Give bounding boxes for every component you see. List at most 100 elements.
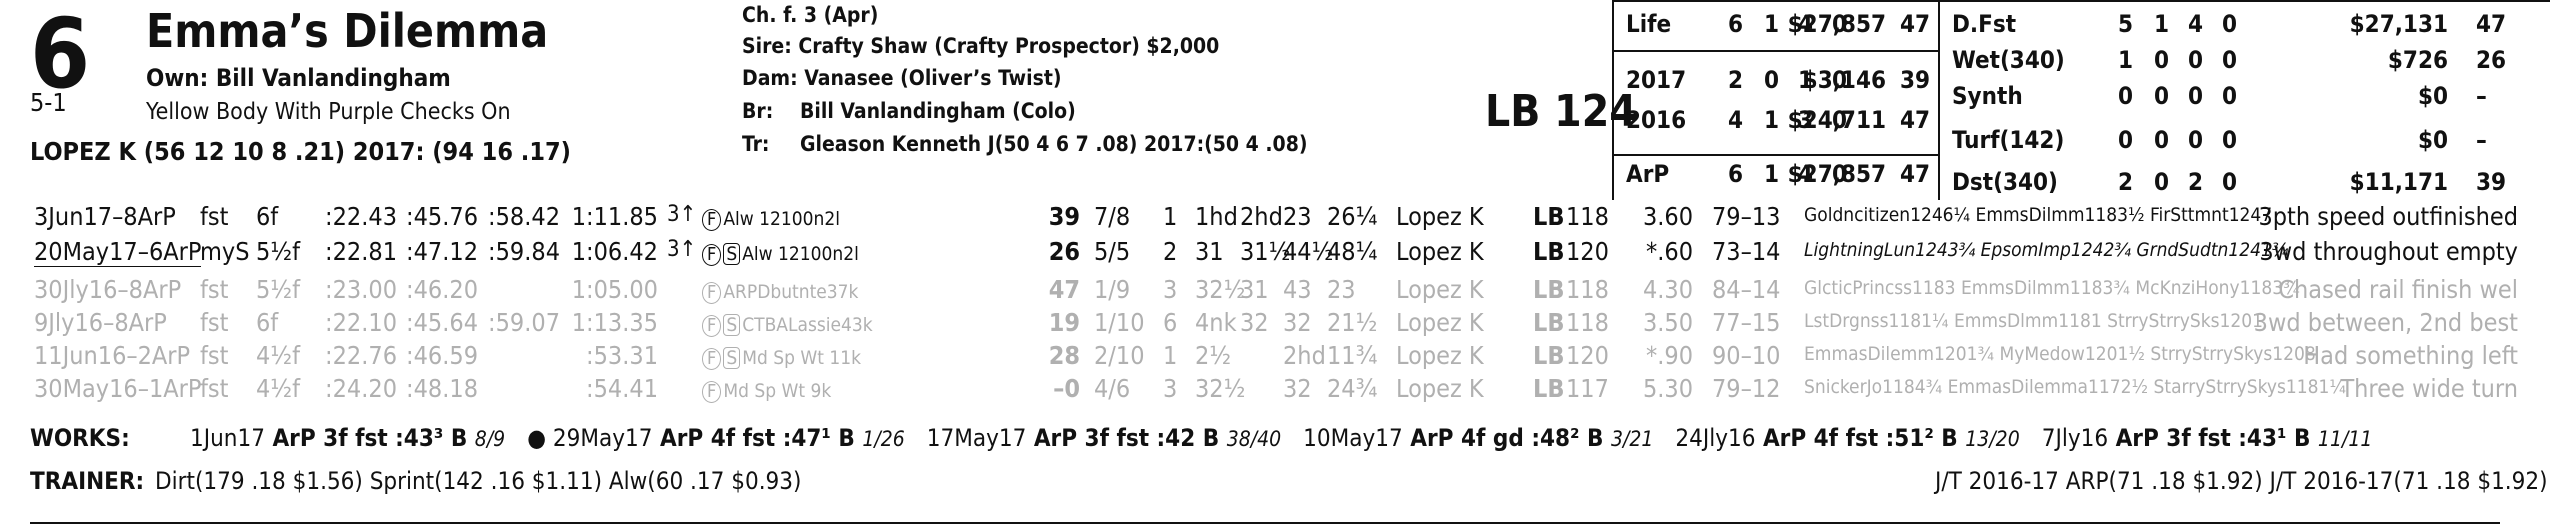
pp-weight: 118 — [1566, 275, 1609, 304]
pp-jockey: Lopez K — [1396, 341, 1484, 370]
pp-race-name: Md Sp Wt 9k — [723, 380, 832, 402]
pp-comment: Chased rail finish wel — [2278, 275, 2518, 304]
pp-post-position: 7/8 — [1094, 202, 1131, 231]
pp-weight: 118 — [1566, 308, 1609, 337]
work-rank: 1/26 — [862, 427, 905, 451]
pp-start-call: 1 — [1163, 341, 1178, 370]
pp-stretch-call: 44½ — [1283, 237, 1334, 266]
work-rank: 3/21 — [1610, 427, 1654, 451]
stat-earnings: $0 — [2417, 82, 2448, 110]
stat-shows: 0 — [1832, 66, 1848, 94]
stat-label: Synth — [1952, 82, 2023, 110]
pp-race-class: F S CTBALassie43k — [702, 308, 873, 337]
stat-starts: 6 — [1728, 160, 1744, 188]
stat-shows: 0 — [2222, 168, 2238, 196]
work-detail: 3f fst :43¹ B — [2166, 424, 2318, 452]
pp-surface: fst — [200, 341, 229, 370]
pp-company-line: Goldncitizen1246¼ EmmsDilmm1183½ FirSttm… — [1804, 204, 2273, 226]
trainer: Gleason Kenneth J(50 4 6 7 .08) 2017:(50… — [800, 132, 1308, 156]
pp-comment: 3wd between, 2nd best — [2253, 308, 2518, 337]
fillies-icon: F — [702, 315, 722, 337]
work-date: 10May17 — [1303, 424, 1403, 452]
stat-wins: 1 — [1764, 160, 1780, 188]
pp-race-class: F ARPDbutnte37k — [702, 275, 858, 304]
stat-wins: 1 — [2154, 10, 2170, 38]
pp-line: 30Jly16–8ArP fst 5½f:23.00:46.20 1:05.00 F AR… — [0, 275, 2550, 305]
stat-shows: 0 — [2222, 46, 2238, 74]
pp-figures: 90–10 — [1712, 341, 1781, 370]
pp-company-line: GlcticPrincss1183 EmmsDilmm1183¾ McKnziH… — [1804, 277, 2300, 299]
pp-second-call: 32 — [1240, 308, 1269, 337]
pp-first-call: 4nk — [1195, 308, 1237, 337]
pp-weight: 120 — [1566, 341, 1609, 370]
pp-fraction-1: :24.20 — [325, 374, 397, 403]
pp-final-time: :54.41 — [586, 374, 658, 403]
horse-name: Emma’s Dilemma — [146, 4, 549, 58]
pp-comment: Three wide turn — [2340, 374, 2518, 403]
pp-fraction-2: :46.20 — [406, 275, 478, 304]
pp-start-call: 1 — [1163, 202, 1178, 231]
pp-medication: LB — [1533, 374, 1565, 403]
pp-final-time: 1:13.35 — [571, 308, 658, 337]
pp-race-class: F S Md Sp Wt 11k — [702, 341, 861, 370]
pp-post-position: 1/10 — [1094, 308, 1145, 337]
pp-speed-figure: 19 — [1048, 308, 1080, 337]
pp-jockey: Lopez K — [1396, 202, 1484, 231]
pp-line: 20May17–6ArP myS 5½f:22.81:47.12:59.84 1:06… — [0, 237, 2550, 267]
pp-finish: 23 — [1327, 275, 1356, 304]
workout: 24Jly16 ArP 4f fst :51² B 13/20 — [1675, 424, 2019, 452]
pp-second-call: 31 — [1240, 275, 1269, 304]
stat-speed: 47 — [1900, 10, 1931, 38]
program-number: 6 — [30, 0, 91, 110]
pp-fraction-3: :59.84 — [488, 237, 560, 266]
pp-figures: 73–14 — [1712, 237, 1781, 266]
pp-fraction-2: :45.64 — [406, 308, 478, 337]
morning-line: 5-1 — [30, 88, 67, 117]
pp-first-call: 31 — [1195, 237, 1224, 266]
pp-distance: 5½f — [256, 237, 301, 266]
pp-fraction-2: :46.59 — [406, 341, 478, 370]
pp-fraction-1: :22.81 — [325, 237, 397, 266]
pp-odds: *.90 — [1646, 341, 1693, 370]
pp-line: 11Jun16–2ArP fst 4½f:22.76:46.59:53.31 F S Md… — [0, 341, 2550, 371]
pp-date: 11Jun16–2ArP — [34, 341, 191, 370]
pp-weight: 117 — [1566, 374, 1609, 403]
pp-race-name: CTBALassie43k — [742, 314, 873, 336]
pp-date: 9Jly16–8ArP — [34, 308, 167, 337]
pp-fraction-1: :22.10 — [325, 308, 397, 337]
work-detail: 4f gd :48² B — [1460, 424, 1611, 452]
stat-places: 4 — [1798, 160, 1814, 188]
work-date: 7Jly16 — [2041, 424, 2109, 452]
stat-wins: 0 — [2154, 126, 2170, 154]
stat-wins: 0 — [2154, 82, 2170, 110]
pp-age-restriction: 3↑ — [667, 202, 697, 227]
pp-first-call: 32½ — [1195, 275, 1246, 304]
pp-second-call: 2hd — [1240, 202, 1283, 231]
work-track: ArP — [1755, 424, 1814, 452]
stat-shows: 0 — [1832, 106, 1848, 134]
stat-places: 3 — [1798, 106, 1814, 134]
pp-company-line: LstDrgnss1181¼ EmmsDlmm1181 StrryStrrySk… — [1804, 310, 2264, 332]
work-rank: 8/9 — [474, 427, 506, 451]
pp-surface: fst — [200, 374, 229, 403]
pp-second-call: 31½ — [1240, 237, 1291, 266]
pp-speed-figure: 28 — [1048, 341, 1080, 370]
stat-starts: 1 — [2118, 46, 2134, 74]
pp-stretch-call: 23 — [1283, 202, 1312, 231]
pp-figures: 77–15 — [1712, 308, 1781, 337]
work-date: 24Jly16 — [1675, 424, 1756, 452]
stat-label: 2016 — [1626, 106, 1687, 134]
stat-starts: 6 — [1728, 10, 1744, 38]
silks: Yellow Body With Purple Checks On — [146, 99, 511, 125]
pp-start-call: 2 — [1163, 237, 1178, 266]
stat-earnings: $3,146 — [1802, 66, 1886, 94]
pp-jockey: Lopez K — [1396, 374, 1484, 403]
pp-company-line: EmmasDilemm1201¾ MyMedow1201½ StrryStrry… — [1804, 343, 2316, 365]
pp-post-position: 4/6 — [1094, 374, 1131, 403]
pp-race-class: F S Alw 12100n2l — [702, 237, 859, 266]
stat-places: 0 — [2188, 82, 2204, 110]
pp-date: 3Jun17–8ArP — [34, 202, 176, 231]
stat-wins: 0 — [1764, 66, 1780, 94]
stat-speed: 39 — [1900, 66, 1931, 94]
pp-race-class: F Alw 12100n2l — [702, 202, 840, 231]
